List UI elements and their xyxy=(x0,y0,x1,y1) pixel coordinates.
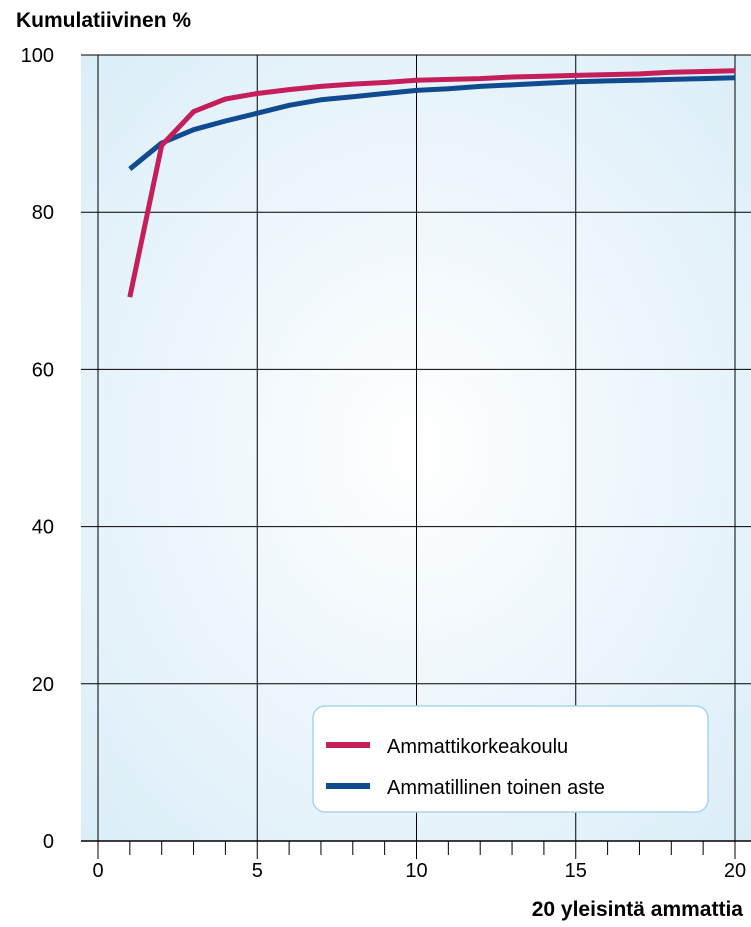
x-tick-labels: 0 5 10 15 20 xyxy=(92,860,746,882)
x-tick-label: 0 xyxy=(92,860,103,882)
y-tick-label: 40 xyxy=(32,517,54,539)
y-axis-title: Kumulatiivinen % xyxy=(16,9,191,32)
x-tick-label: 5 xyxy=(252,860,263,882)
series-lines xyxy=(127,68,736,298)
x-axis-title: 20 yleisintä ammattia xyxy=(532,898,744,921)
y-tick-label: 100 xyxy=(21,45,54,67)
y-tick-label: 20 xyxy=(32,674,54,696)
x-tick-label: 20 xyxy=(724,860,746,882)
y-tick-label: 80 xyxy=(32,202,54,224)
grid xyxy=(81,54,751,841)
x-tick-label: 10 xyxy=(405,860,427,882)
legend-label-ammattikorkeakoulu: Ammattikorkeakoulu xyxy=(387,736,568,758)
series-line-ammatillinen-toinen-aste xyxy=(128,75,736,171)
y-tick-labels: 0 20 40 60 80 100 xyxy=(21,45,54,853)
y-tick-label: 60 xyxy=(32,359,54,381)
legend-box xyxy=(312,705,709,813)
legend-label-ammatillinen-toinen-aste: Ammatillinen toinen aste xyxy=(387,777,605,799)
x-tick-label: 15 xyxy=(565,860,587,882)
legend: Ammattikorkeakoulu Ammatillinen toinen a… xyxy=(312,705,709,813)
x-axis xyxy=(81,840,751,859)
series-line-ammattikorkeakoulu xyxy=(127,68,736,298)
y-tick-label: 0 xyxy=(43,831,54,853)
